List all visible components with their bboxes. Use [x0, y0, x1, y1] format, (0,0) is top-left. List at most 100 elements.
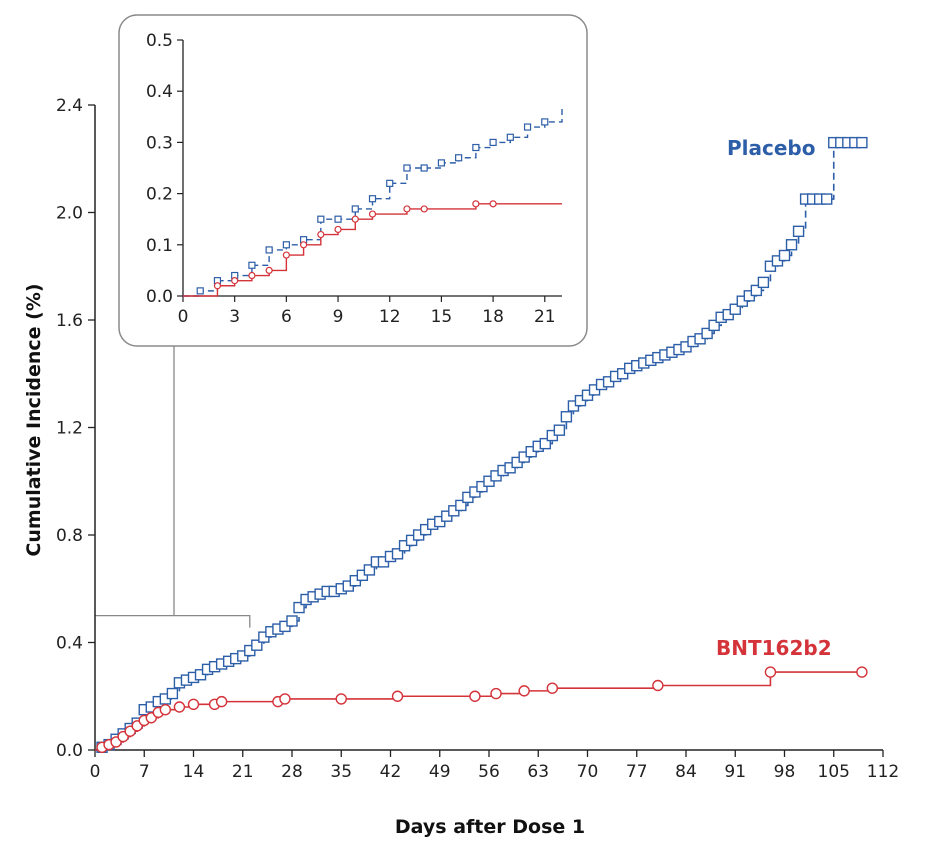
- inset-x-tick-label: 6: [281, 307, 292, 327]
- zoom-region-bracket: [95, 614, 251, 628]
- x-tick-label: 105: [818, 762, 850, 782]
- placebo-point: [391, 548, 404, 560]
- y-tick-label: 1.6: [56, 311, 83, 331]
- inset-frame: [118, 14, 588, 347]
- inset-placebo-point: [541, 118, 549, 126]
- inset-bnt162b2-point: [472, 200, 480, 208]
- inset-bnt162b2-point: [351, 215, 359, 223]
- placebo-point: [166, 687, 179, 700]
- placebo-point: [821, 193, 833, 205]
- bnt162b2-point: [518, 685, 530, 697]
- bnt162b2-point: [652, 679, 664, 692]
- inset-bnt162b2-point: [489, 200, 497, 208]
- inset-bnt162b2-point: [282, 251, 290, 259]
- placebo-point: [363, 564, 376, 576]
- inset-placebo-point: [265, 246, 273, 254]
- x-tick-label: 14: [183, 762, 205, 782]
- x-tick-label: 70: [577, 762, 599, 782]
- inset-placebo-point: [317, 215, 325, 223]
- inset-bnt162b2-point: [368, 210, 377, 218]
- inset-placebo-point: [386, 179, 394, 187]
- bnt162b2-point: [391, 690, 404, 702]
- inset-bnt162b2-point: [317, 230, 325, 239]
- inset-placebo-point: [403, 164, 411, 172]
- inset-bnt162b2-point: [420, 205, 428, 213]
- inset-bnt162b2-point: [334, 225, 342, 234]
- inset-y-tick-label: 0.3: [146, 133, 173, 153]
- bnt162b2-point: [335, 693, 347, 705]
- x-tick-label: 77: [626, 762, 648, 782]
- x-tick-label: 112: [867, 762, 899, 782]
- x-tick-label: 84: [675, 762, 697, 782]
- inset-x-tick-label: 0: [178, 307, 189, 327]
- inset-placebo-point: [368, 195, 377, 203]
- y-tick-label: 0.4: [56, 634, 83, 654]
- series-label-bnt162b2: BNT162b2: [716, 636, 832, 660]
- inset-bnt162b2-point: [213, 282, 222, 290]
- inset-y-tick-label: 0.2: [146, 185, 173, 205]
- x-tick-label: 91: [724, 762, 746, 782]
- y-tick-label: 0.0: [56, 741, 83, 761]
- bnt162b2-point: [159, 703, 172, 716]
- series-line-bnt162b2: [95, 671, 862, 751]
- placebo-point: [750, 284, 763, 297]
- inset-placebo-point: [523, 123, 532, 131]
- x-tick-label: 35: [330, 762, 352, 782]
- placebo-point: [553, 424, 566, 436]
- x-tick-label: 98: [774, 762, 796, 782]
- inset-series-line-bnt162b2: [183, 203, 562, 297]
- inset-placebo-point: [196, 287, 204, 295]
- inset-x-tick-label: 21: [534, 307, 556, 327]
- placebo-point: [286, 615, 298, 627]
- placebo-point: [701, 327, 713, 340]
- inset-placebo-point: [282, 241, 290, 249]
- x-axis-title: Days after Dose 1: [395, 816, 585, 838]
- inset-placebo-point: [437, 159, 446, 167]
- inset-x-tick-label: 18: [482, 307, 504, 327]
- inset-bnt162b2-point: [248, 271, 256, 280]
- inset-connector: [95, 346, 251, 628]
- x-tick-label: 21: [232, 762, 254, 782]
- inset-bnt162b2-point: [299, 241, 308, 249]
- inset-y-tick-label: 0.1: [146, 236, 173, 256]
- inset-panel: 0.0 0.1 0.2 0.3 0.4 0.5 0 3 6 9 12 15 18 21: [118, 14, 588, 347]
- inset-y-tick-label: 0.4: [146, 82, 173, 102]
- inset-placebo-point: [506, 133, 514, 141]
- inset-placebo-point: [472, 143, 480, 152]
- bnt162b2-point: [856, 666, 868, 678]
- inset-x-tick-label: 9: [333, 307, 344, 327]
- bnt162b2-point: [469, 690, 481, 702]
- y-tick-label: 2.4: [56, 96, 83, 116]
- placebo-point: [757, 276, 770, 289]
- inset-bnt162b2-point: [265, 266, 273, 274]
- inset-placebo-point: [455, 154, 463, 162]
- bnt162b2-point: [764, 666, 777, 678]
- placebo-point: [778, 249, 791, 262]
- inset-placebo-point: [489, 138, 497, 146]
- inset-x-tick-label: 15: [431, 307, 453, 327]
- placebo-point: [708, 319, 720, 332]
- inset-x-tick-label: 3: [229, 307, 240, 327]
- inset-bnt162b2-point: [231, 277, 239, 285]
- inset-placebo-point: [334, 215, 342, 223]
- inset-y-tick-label: 0.5: [146, 31, 173, 51]
- placebo-point: [251, 639, 263, 651]
- main-series: [95, 136, 868, 754]
- x-tick-label: 0: [90, 762, 101, 782]
- bnt162b2-point: [546, 682, 559, 694]
- inset-y-tick-label: 0.0: [146, 287, 173, 307]
- placebo-point: [729, 303, 741, 315]
- inset-placebo-point: [420, 164, 428, 172]
- inset-placebo-point: [351, 205, 359, 213]
- placebo-point: [539, 437, 551, 450]
- bnt162b2-point: [215, 695, 228, 708]
- x-tick-label: 49: [429, 762, 451, 782]
- inset-placebo-point: [248, 261, 256, 269]
- x-tick-label: 63: [527, 762, 549, 782]
- placebo-point: [856, 136, 868, 149]
- inset-series-line-placebo: [183, 106, 563, 297]
- x-tick-label: 7: [139, 762, 150, 782]
- placebo-point: [560, 411, 573, 423]
- bnt162b2-point: [490, 687, 502, 700]
